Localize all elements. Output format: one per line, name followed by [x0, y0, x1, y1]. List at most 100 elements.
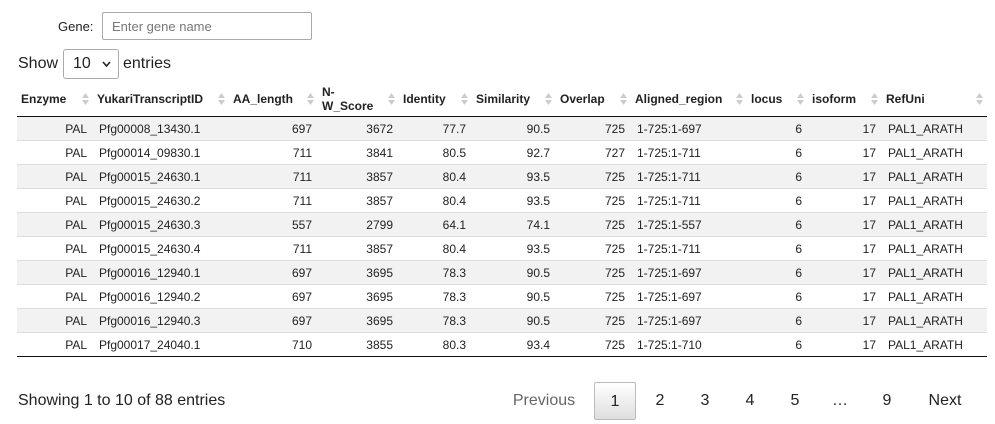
table-row[interactable]: PAL Pfg00015_24630.3 557 2799 64.1 74.1 725 1-7…	[17, 212, 987, 237]
table-cell: 6	[747, 164, 808, 189]
table-cell: Pfg00015_24630.3	[93, 212, 229, 237]
show-label: Show	[18, 55, 59, 72]
table-cell: 80.4	[399, 236, 472, 261]
column-header-label: Overlap	[560, 92, 605, 106]
table-row[interactable]: PAL Pfg00015_24630.1 711 3857 80.4 93.5 725 1-7…	[17, 164, 987, 189]
table-cell: Pfg00008_13430.1	[93, 116, 229, 141]
page-9-button[interactable]: 9	[882, 392, 892, 409]
table-cell: 1-725:1-711	[631, 140, 747, 165]
gene-filter-label: Gene:	[58, 19, 94, 34]
column-header[interactable]: Overlap	[556, 82, 631, 117]
table-cell: Pfg00015_24630.2	[93, 188, 229, 213]
table-info: Showing 1 to 10 of 88 entries	[18, 392, 226, 409]
page-5-button[interactable]: 5	[790, 392, 800, 409]
gene-search-input[interactable]	[102, 12, 312, 40]
gene-filter: Gene:	[0, 12, 320, 42]
table-row[interactable]: PAL Pfg00016_12940.3 697 3695 78.3 90.5 725 1-7…	[17, 308, 987, 333]
table-row[interactable]: PAL Pfg00017_24040.1 710 3855 80.3 93.4 725 1-7…	[17, 332, 987, 357]
table-cell: 725	[556, 308, 631, 333]
column-header[interactable]: RefUni	[882, 82, 987, 117]
page-2-button[interactable]: 2	[655, 392, 665, 409]
table-cell: 6	[747, 284, 808, 309]
table-cell: 725	[556, 284, 631, 309]
table-cell: 92.7	[472, 140, 556, 165]
column-header-label: N- W_Score	[322, 85, 374, 113]
sort-icon	[545, 93, 552, 105]
previous-page-button[interactable]: Previous	[512, 392, 576, 409]
table-cell: 725	[556, 188, 631, 213]
table-row[interactable]: PAL Pfg00015_24630.4 711 3857 80.4 93.5 725 1-7…	[17, 236, 987, 261]
table-cell: 17	[808, 284, 882, 309]
column-header-label: isoform	[812, 92, 857, 106]
table-cell: PAL	[17, 308, 93, 333]
table-cell: 93.5	[472, 236, 556, 261]
entries-per-page-select[interactable]: 10	[63, 49, 119, 79]
page-4-button[interactable]: 4	[745, 392, 755, 409]
column-header[interactable]: AA_length	[229, 82, 318, 117]
table-cell: 727	[556, 140, 631, 165]
table-cell: PAL	[17, 284, 93, 309]
page-3-button[interactable]: 3	[700, 392, 710, 409]
table-row[interactable]: PAL Pfg00014_09830.1 711 3841 80.5 92.7 727 1-7…	[17, 140, 987, 165]
table-cell: 90.5	[472, 116, 556, 141]
table-cell: PAL1_ARATH	[882, 260, 987, 285]
column-header[interactable]: locus	[747, 82, 808, 117]
column-header[interactable]: isoform	[808, 82, 882, 117]
table-cell: PAL	[17, 164, 93, 189]
table-cell: 1-725:1-711	[631, 236, 747, 261]
chevron-down-icon	[102, 61, 111, 68]
column-header[interactable]: N- W_Score	[318, 82, 399, 117]
table-row[interactable]: PAL Pfg00008_13430.1 697 3672 77.7 90.5 725 1-7…	[17, 116, 987, 141]
column-header-label: Similarity	[476, 92, 531, 106]
column-header[interactable]: Similarity	[472, 82, 556, 117]
table-cell: 3857	[318, 188, 399, 213]
column-header[interactable]: YukariTranscriptID	[93, 82, 229, 117]
table-cell: 6	[747, 188, 808, 213]
table-cell: 3841	[318, 140, 399, 165]
table-cell: 80.4	[399, 164, 472, 189]
table-cell: 6	[747, 212, 808, 237]
table-cell: 80.5	[399, 140, 472, 165]
table-cell: 6	[747, 116, 808, 141]
column-header[interactable]: Aligned_region	[631, 82, 747, 117]
next-page-button[interactable]: Next	[928, 392, 962, 409]
column-header-label: AA_length	[233, 92, 293, 106]
table-cell: PAL1_ARATH	[882, 164, 987, 189]
table-cell: 80.4	[399, 188, 472, 213]
table-cell: 1-725:1-697	[631, 260, 747, 285]
table-cell: 697	[229, 284, 318, 309]
table-cell: 17	[808, 236, 882, 261]
sort-icon	[82, 93, 89, 105]
table-cell: 17	[808, 212, 882, 237]
table-cell: 2799	[318, 212, 399, 237]
table-cell: Pfg00016_12940.1	[93, 260, 229, 285]
sort-icon	[218, 93, 225, 105]
sort-icon	[461, 93, 468, 105]
column-header-label: Aligned_region	[635, 92, 723, 106]
table-cell: 6	[747, 236, 808, 261]
table-cell: PAL1_ARATH	[882, 332, 987, 357]
table-cell: 725	[556, 236, 631, 261]
table-cell: 725	[556, 332, 631, 357]
column-header-label: Identity	[403, 92, 446, 106]
table-row[interactable]: PAL Pfg00015_24630.2 711 3857 80.4 93.5 725 1-7…	[17, 188, 987, 213]
table-cell: PAL1_ARATH	[882, 308, 987, 333]
table-row[interactable]: PAL Pfg00016_12940.1 697 3695 78.3 90.5 725 1-7…	[17, 260, 987, 285]
table-cell: 3695	[318, 284, 399, 309]
table-cell: 78.3	[399, 260, 472, 285]
table-cell: 17	[808, 332, 882, 357]
column-header[interactable]: Identity	[399, 82, 472, 117]
table-cell: 78.3	[399, 308, 472, 333]
page-1-button[interactable]: 1	[594, 382, 636, 420]
table-row[interactable]: PAL Pfg00016_12940.2 697 3695 78.3 90.5 725 1-7…	[17, 284, 987, 309]
table-cell: Pfg00014_09830.1	[93, 140, 229, 165]
column-header[interactable]: Enzyme	[17, 82, 93, 117]
column-header-label: locus	[751, 92, 783, 106]
entries-label: entries	[123, 55, 172, 72]
table-cell: 3672	[318, 116, 399, 141]
table-cell: 3695	[318, 308, 399, 333]
table-cell: 1-725:1-710	[631, 332, 747, 357]
table-cell: PAL	[17, 188, 93, 213]
table-cell: 3857	[318, 164, 399, 189]
table-header-row: Enzyme YukariTranscriptID AA_length N- W_Sc…	[17, 82, 987, 117]
